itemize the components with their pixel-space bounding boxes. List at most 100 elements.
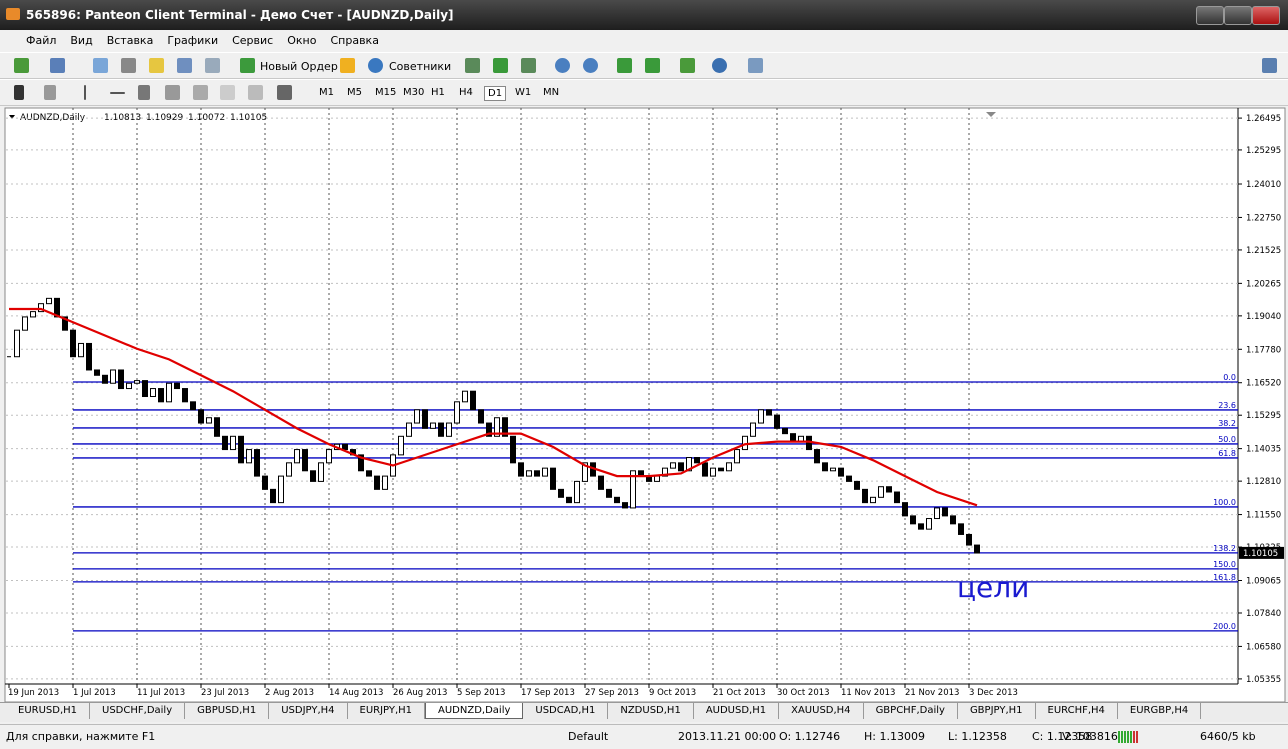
toolbar-icon[interactable] [583, 58, 598, 73]
toolbar-icon[interactable] [138, 85, 150, 100]
toolbar-icon[interactable] [177, 58, 192, 73]
x-tick-label: 5 Sep 2013 [457, 688, 505, 698]
chart-tab[interactable]: AUDUSD,H1 [694, 703, 780, 719]
timeframe-button[interactable]: M30 [403, 87, 425, 98]
candle [622, 502, 628, 509]
y-tick-label: 1.11550 [1246, 511, 1281, 521]
toolbar-icon[interactable] [149, 58, 164, 73]
candle [950, 515, 956, 525]
menu-item[interactable]: Сервис [232, 34, 274, 47]
toolbar-icon[interactable] [205, 58, 220, 73]
timeframe-button[interactable]: H1 [431, 87, 445, 98]
toolbar-icon[interactable] [193, 85, 208, 100]
toolbar-icon[interactable] [165, 85, 180, 100]
timeframe-button[interactable]: W1 [515, 87, 532, 98]
candle [686, 457, 692, 472]
experts-button[interactable]: Советники [389, 60, 452, 73]
close-button[interactable] [1252, 6, 1280, 25]
chart-tabs: EURUSD,H1 USDCHF,Daily GBPUSD,H1 USDJPY,H4 E… [0, 702, 1288, 722]
toolbar-icon[interactable] [277, 85, 292, 100]
timeframe-button[interactable]: H4 [459, 87, 473, 98]
toolbar-icon[interactable] [521, 58, 536, 73]
toolbar-icon[interactable] [121, 58, 136, 73]
candle [366, 470, 372, 477]
toolbar-icon[interactable] [1262, 58, 1277, 73]
candle [942, 507, 948, 517]
candle [678, 462, 684, 472]
y-tick-label: 1.06580 [1246, 642, 1281, 652]
toolbar-icon[interactable] [712, 58, 727, 73]
chart-tab[interactable]: GBPUSD,H1 [185, 703, 270, 719]
y-tick-label: 1.24010 [1246, 180, 1281, 190]
toolbar-icon[interactable] [248, 85, 263, 100]
timeframe-button[interactable]: M5 [347, 87, 362, 98]
timeframe-button[interactable]: M1 [319, 87, 334, 98]
toolbar-icon[interactable] [680, 58, 695, 73]
maximize-button[interactable] [1224, 6, 1252, 25]
header-value: 1.10105 [230, 113, 267, 123]
chart-tab[interactable]: USDCHF,Daily [90, 703, 186, 719]
toolbar-icon[interactable] [240, 58, 255, 73]
toolbar-icon[interactable] [465, 58, 480, 73]
chart-tab[interactable]: EURUSD,H1 [6, 703, 91, 719]
candle [766, 409, 772, 416]
chart-tab[interactable]: NZDUSD,H1 [608, 703, 694, 719]
x-tick-label: 1 Jul 2013 [73, 688, 116, 698]
toolbar-icon[interactable] [44, 85, 56, 100]
toolbar-icon[interactable] [555, 58, 570, 73]
toolbar-icon[interactable] [14, 85, 24, 100]
chart-tab[interactable]: GBPJPY,H1 [958, 703, 1036, 719]
toolbar-icon[interactable] [340, 58, 355, 73]
symbol-menu-arrow[interactable] [9, 115, 15, 119]
chart-tab[interactable]: USDCAD,H1 [523, 703, 609, 719]
x-tick-label: 26 Aug 2013 [393, 688, 447, 698]
chart-tab[interactable]: AUDNZD,Daily [425, 703, 524, 719]
candle [838, 467, 844, 477]
menu-item[interactable]: Графики [167, 34, 219, 47]
chart-tab[interactable]: EURCHF,H4 [1036, 703, 1118, 719]
toolbar-icon[interactable] [93, 58, 108, 73]
toolbar-icon[interactable] [220, 85, 235, 100]
chart-tab[interactable]: GBPCHF,Daily [864, 703, 958, 719]
minimize-button[interactable] [1196, 6, 1224, 25]
candle [206, 417, 212, 424]
candle [182, 388, 188, 403]
candle [222, 435, 228, 451]
menu-item[interactable]: Вставка [106, 34, 154, 47]
candle [894, 491, 900, 504]
status-profile: Default [568, 730, 609, 743]
candle [326, 449, 332, 464]
y-tick-label: 1.14035 [1246, 445, 1281, 455]
toolbar-icon[interactable] [617, 58, 632, 73]
y-tick-label: 1.07840 [1246, 609, 1281, 619]
toolbar-icon[interactable] [84, 85, 86, 100]
toolbar-icon[interactable] [493, 58, 508, 73]
menu-item[interactable]: Справка [330, 34, 379, 47]
timeframe-button[interactable]: MN [543, 87, 560, 98]
y-tick-label: 1.17780 [1246, 345, 1281, 355]
menu-item[interactable]: Вид [70, 34, 93, 47]
candle [22, 316, 28, 331]
chart-frame [4, 107, 1286, 702]
chart-tab[interactable]: USDJPY,H4 [269, 703, 348, 719]
candle [198, 409, 204, 424]
menu-item[interactable]: Файл [26, 34, 57, 47]
toolbar-icon[interactable] [368, 58, 383, 73]
timeframe-button[interactable]: M15 [375, 87, 397, 98]
new-order-button[interactable]: Новый Ордер [260, 60, 338, 73]
chart-tab[interactable]: EURJPY,H1 [348, 703, 426, 719]
toolbar-icon[interactable] [14, 58, 29, 73]
toolbar-icon[interactable] [110, 92, 125, 94]
candle [606, 488, 612, 498]
menu-item[interactable]: Окно [287, 34, 317, 47]
candle [926, 518, 932, 530]
candle [598, 475, 604, 490]
candle [854, 480, 860, 490]
toolbar-icon[interactable] [645, 58, 660, 73]
toolbar-icon[interactable] [50, 58, 65, 73]
chart-tab[interactable]: EURGBP,H4 [1118, 703, 1202, 719]
timeframe-button[interactable]: D1 [484, 86, 507, 101]
toolbar-icon[interactable] [748, 58, 763, 73]
chart-tab[interactable]: XAUUSD,H4 [779, 703, 864, 719]
candle [118, 369, 124, 390]
